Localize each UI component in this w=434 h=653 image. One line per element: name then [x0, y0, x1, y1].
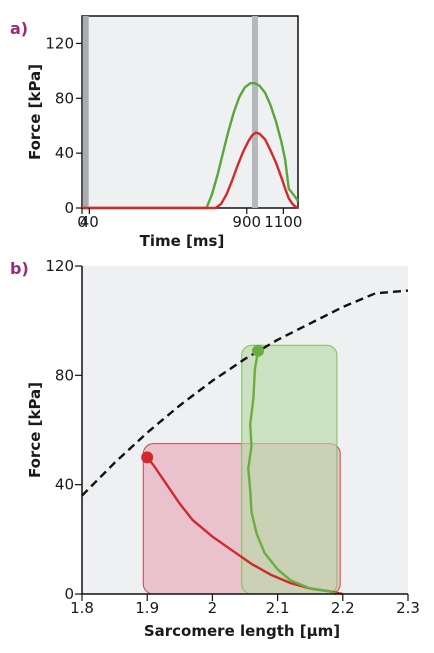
panel-b: b) 0 40 80 120 1.8 1.9 2 2.1 2.2 2.3 Force [kPa]…: [10, 257, 420, 640]
panel-b-points: [141, 344, 265, 464]
panel-b-x-tick-label: 2: [208, 599, 218, 617]
panel-a-marker-band: [82, 16, 89, 208]
panel-a-x-tick-label: 40: [80, 213, 99, 231]
panel-b-y-tick-label: 0: [64, 585, 74, 603]
panel-a-y-tick-label: 80: [55, 89, 74, 107]
panel-a-label: a): [10, 19, 28, 38]
panel-b-start-point-2: [252, 344, 265, 357]
panel-a-y-tick-label: 120: [45, 34, 74, 52]
panel-a-y-tick-label: 0: [64, 199, 74, 217]
panel-b-boxes: [142, 344, 341, 595]
panel-b-label: b): [10, 259, 29, 278]
panel-a-y-axis-label: Force [kPa]: [26, 64, 44, 160]
panel-a-markers: [82, 16, 258, 208]
panel-a-series-line-2: [82, 131, 299, 210]
panel-b-series: [81, 289, 409, 596]
panel-b-x-tick-label: 1.9: [135, 599, 159, 617]
panel-a-x-tick-label: 1100: [264, 213, 302, 231]
panel-a-series-line-1: [82, 82, 299, 210]
panel-b-x-tick-label: 1.8: [70, 599, 94, 617]
panel-a-plot-area: [81, 15, 299, 209]
panel-b-start-point-1: [141, 451, 154, 464]
panel-a-series: [82, 82, 299, 210]
panel-b-y-axis-label: Force [kPa]: [26, 382, 44, 478]
panel-b-x-tick-label: 2.2: [331, 599, 355, 617]
panel-b-y-tick-label: 40: [55, 476, 74, 494]
panel-b-series-line-3: [247, 350, 337, 596]
panel-b-y-ticks: 0 40 80 120: [45, 257, 82, 603]
panel-b-x-tick-label: 2.3: [396, 599, 420, 617]
panel-b-y-tick-label: 80: [55, 366, 74, 384]
panel-b-x-tick-label: 2.1: [266, 599, 290, 617]
panel-b-y-tick-label: 120: [45, 257, 74, 275]
panel-b-x-ticks: 1.8 1.9 2 2.1 2.2 2.3: [70, 594, 420, 617]
panel-b-x-axis-label: Sarcomere length [µm]: [144, 622, 340, 640]
panel-a-y-ticks: 0 40 80 120: [45, 34, 82, 217]
panel-a-x-tick-label: 0: [77, 213, 87, 231]
panel-a-x-axis-label: Time [ms]: [140, 232, 225, 250]
panel-a-y-tick-label: 40: [55, 144, 74, 162]
panel-a-marker-band: [251, 16, 258, 208]
panel-a-x-tick-label: 900: [232, 213, 261, 231]
panel-b-range-box-2: [241, 344, 338, 595]
panel-a-x-ticks: 040 900 1100: [77, 208, 302, 231]
panel-b-series-line-1: [81, 289, 409, 497]
